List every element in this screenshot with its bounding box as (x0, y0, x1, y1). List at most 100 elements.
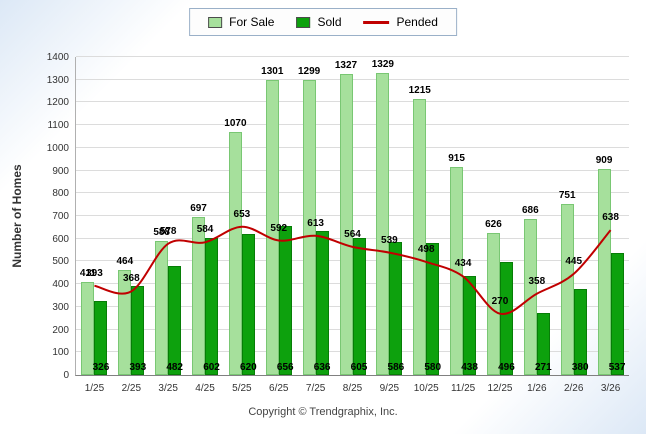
sold-value-label: 586 (387, 362, 405, 373)
y-tick-label: 700 (52, 211, 69, 222)
sold-value-label: 271 (534, 362, 552, 373)
pended-value-label: 368 (122, 273, 140, 285)
y-tick-label: 100 (52, 347, 69, 359)
sold-bar (315, 230, 329, 375)
pended-value-label: 613 (307, 217, 324, 229)
gridline (76, 56, 629, 57)
x-tick-label: 7/25 (305, 383, 326, 394)
sold-swatch (296, 16, 311, 28)
sold-value-label: 393 (129, 362, 147, 373)
x-tick-label: 3/26 (600, 383, 621, 394)
pended-value-label: 358 (528, 275, 546, 287)
x-tick-label: 2/26 (563, 383, 584, 394)
y-tick-label: 1200 (46, 97, 69, 109)
legend-label-sold: Sold (317, 15, 342, 29)
y-tick-label: 500 (52, 256, 69, 268)
x-tick-label: 11/25 (450, 383, 476, 394)
y-tick-label: 900 (52, 165, 69, 177)
pended-value-label: 434 (454, 258, 472, 270)
for-sale-value-label: 915 (448, 153, 465, 165)
x-tick-label: 10/25 (413, 383, 439, 394)
sold-bar (205, 238, 219, 375)
x-tick-label: 5/25 (232, 383, 252, 394)
sold-value-label: 537 (608, 362, 626, 373)
pended-value-label: 539 (381, 234, 398, 246)
pended-value-label: 270 (491, 295, 509, 307)
y-tick-label: 400 (52, 279, 69, 291)
x-tick-label: 4/25 (195, 383, 215, 394)
for-sale-value-label: 1070 (224, 117, 247, 129)
sold-value-label: 380 (571, 362, 589, 373)
sold-bar (352, 237, 366, 375)
y-tick-label: 800 (52, 188, 69, 200)
gridline (76, 215, 629, 216)
sold-bar (241, 234, 255, 375)
for-sale-bar (560, 204, 574, 375)
pended-value-label: 653 (233, 208, 251, 220)
y-tick-label: 200 (52, 324, 69, 336)
x-tick-label: 9/25 (379, 383, 400, 394)
legend-item-for-sale: For Sale (208, 15, 274, 29)
for-sale-bar (228, 131, 242, 375)
gridline (76, 124, 629, 126)
for-sale-value-label: 1215 (408, 85, 431, 97)
pended-value-label: 592 (270, 222, 288, 234)
for-sale-bar (192, 216, 206, 375)
pended-value-label: 638 (602, 212, 619, 224)
x-tick-label: 3/25 (158, 383, 178, 394)
gridline (76, 192, 629, 194)
x-tick-label: 1/25 (84, 383, 105, 394)
for-sale-bar (450, 167, 464, 375)
legend-label-for-sale: For Sale (229, 15, 275, 29)
y-tick-label: 1000 (46, 142, 69, 154)
pended-value-label: 578 (159, 225, 177, 237)
pended-line-swatch (363, 20, 390, 24)
sold-value-label: 580 (424, 362, 442, 373)
sold-bar (463, 275, 477, 375)
pended-value-label: 584 (196, 224, 214, 236)
y-tick-label: 600 (52, 233, 69, 245)
gridline (76, 169, 629, 171)
for-sale-bar (597, 168, 611, 375)
sold-value-label: 602 (203, 362, 220, 373)
for-sale-bar (413, 99, 427, 375)
for-sale-value-label: 1299 (298, 65, 321, 77)
for-sale-bar (155, 241, 169, 375)
sold-bar (389, 241, 403, 375)
y-axis-title: Number of Homes (10, 164, 24, 268)
legend-label-pended: Pended (396, 15, 438, 29)
x-tick-label: 8/25 (342, 383, 363, 394)
for-sale-bar (339, 73, 353, 375)
for-sale-value-label: 1329 (371, 59, 394, 71)
sold-value-label: 656 (276, 362, 294, 373)
sold-value-label: 438 (461, 362, 478, 373)
sold-value-label: 496 (498, 362, 515, 373)
for-sale-value-label: 411 (79, 267, 96, 279)
sold-value-label: 605 (350, 362, 368, 373)
sold-value-label: 636 (313, 362, 331, 373)
sold-value-label: 620 (240, 362, 257, 373)
for-sale-bar (81, 281, 95, 375)
x-tick-label: 6/25 (269, 383, 289, 394)
y-tick-label: 1300 (46, 74, 69, 86)
gridline (76, 101, 629, 103)
for-sale-value-label: 1327 (334, 59, 358, 71)
for-sale-bar (118, 269, 132, 375)
for-sale-swatch (208, 16, 223, 28)
for-sale-value-label: 686 (521, 205, 539, 217)
plot-area: 0 100 200 300 400 500 600 700 800 900 1000 1100 1200… (47, 52, 629, 394)
y-tick-label: 300 (52, 301, 69, 313)
for-sale-bar (376, 73, 390, 375)
x-tick-label: 12/25 (487, 383, 513, 394)
pended-value-label: 445 (565, 255, 583, 267)
x-tick-label: 2/25 (121, 383, 142, 394)
legend: For Sale Sold Pended (189, 8, 457, 36)
legend-item-sold: Sold (296, 15, 342, 29)
for-sale-value-label: 1301 (261, 65, 284, 77)
for-sale-value-label: 464 (116, 255, 134, 267)
for-sale-value-label: 751 (558, 190, 576, 202)
for-sale-bar (523, 219, 537, 375)
pended-value-label: 393 (86, 267, 103, 279)
y-tick-label: 1400 (46, 52, 69, 63)
